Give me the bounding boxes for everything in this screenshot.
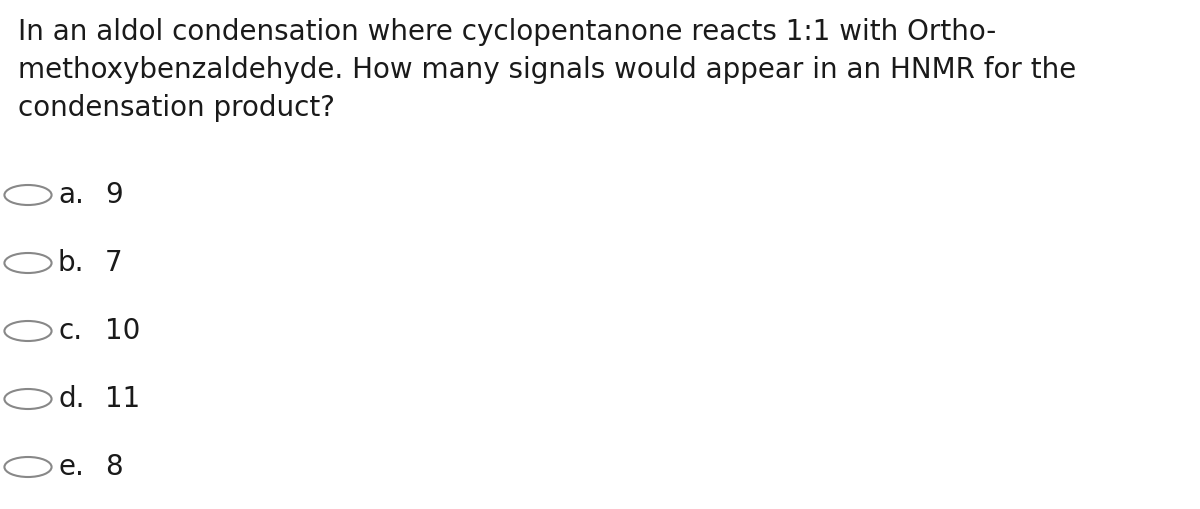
Text: 7: 7 <box>106 249 122 277</box>
Text: e.: e. <box>58 453 84 481</box>
Text: b.: b. <box>58 249 84 277</box>
Ellipse shape <box>5 321 52 341</box>
Text: a.: a. <box>58 181 84 209</box>
Ellipse shape <box>5 185 52 205</box>
Text: methoxybenzaldehyde. How many signals would appear in an HNMR for the: methoxybenzaldehyde. How many signals wo… <box>18 56 1076 84</box>
Text: In an aldol condensation where cyclopentanone reacts 1:1 with Ortho-: In an aldol condensation where cyclopent… <box>18 18 996 46</box>
Text: 11: 11 <box>106 385 140 413</box>
Ellipse shape <box>5 253 52 273</box>
Text: d.: d. <box>58 385 84 413</box>
Text: 10: 10 <box>106 317 140 345</box>
Text: 9: 9 <box>106 181 122 209</box>
Text: 8: 8 <box>106 453 122 481</box>
Ellipse shape <box>5 457 52 477</box>
Ellipse shape <box>5 389 52 409</box>
Text: condensation product?: condensation product? <box>18 94 335 122</box>
Text: c.: c. <box>58 317 82 345</box>
